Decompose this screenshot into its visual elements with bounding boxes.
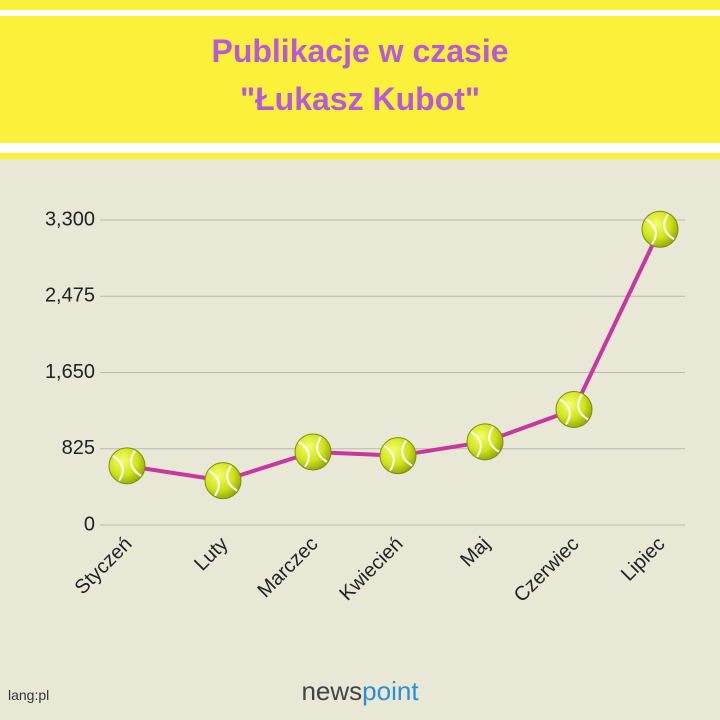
tennis-ball bbox=[204, 462, 242, 500]
tennis-ball bbox=[555, 390, 593, 428]
ball-seam bbox=[663, 213, 675, 241]
ball-seam bbox=[645, 218, 657, 245]
header-band bbox=[0, 0, 720, 143]
y-tick-label: 825 bbox=[62, 437, 95, 459]
y-tick-label: 1,650 bbox=[45, 361, 95, 383]
ball-seam bbox=[208, 469, 220, 497]
ball-seam bbox=[226, 465, 238, 492]
ball-seam bbox=[130, 450, 142, 477]
ball-seam bbox=[577, 393, 589, 421]
marker bbox=[379, 437, 417, 475]
header-stripe bbox=[0, 153, 720, 159]
ball-seam bbox=[383, 444, 395, 472]
ball-seam bbox=[316, 436, 328, 463]
marker bbox=[466, 423, 504, 461]
header-stripe bbox=[0, 143, 720, 153]
y-tick-label: 0 bbox=[84, 513, 95, 535]
chart-title: Publikacje w czasie bbox=[211, 33, 508, 69]
logo-suffix: point bbox=[362, 676, 419, 706]
chart-subtitle: "Łukasz Kubot" bbox=[240, 81, 480, 117]
marker bbox=[555, 390, 593, 428]
ball-seam bbox=[488, 426, 500, 453]
logo: newspoint bbox=[301, 676, 419, 706]
logo-prefix: news bbox=[301, 676, 362, 706]
credit: lang:pl bbox=[8, 687, 49, 703]
marker bbox=[641, 210, 679, 248]
ball-seam bbox=[559, 398, 571, 426]
y-tick-label: 3,300 bbox=[45, 208, 95, 230]
marker bbox=[294, 433, 332, 471]
tennis-ball bbox=[379, 437, 417, 475]
header-stripe bbox=[0, 10, 720, 16]
tennis-ball bbox=[294, 433, 332, 471]
ball-seam bbox=[298, 441, 310, 468]
tennis-ball bbox=[641, 210, 679, 248]
ball-seam bbox=[401, 440, 413, 467]
y-tick-label: 2,475 bbox=[45, 285, 95, 307]
tennis-ball bbox=[466, 423, 504, 461]
marker bbox=[204, 462, 242, 500]
ball-seam bbox=[112, 455, 124, 482]
marker bbox=[108, 447, 146, 485]
tennis-ball bbox=[108, 447, 146, 485]
ball-seam bbox=[470, 430, 482, 458]
